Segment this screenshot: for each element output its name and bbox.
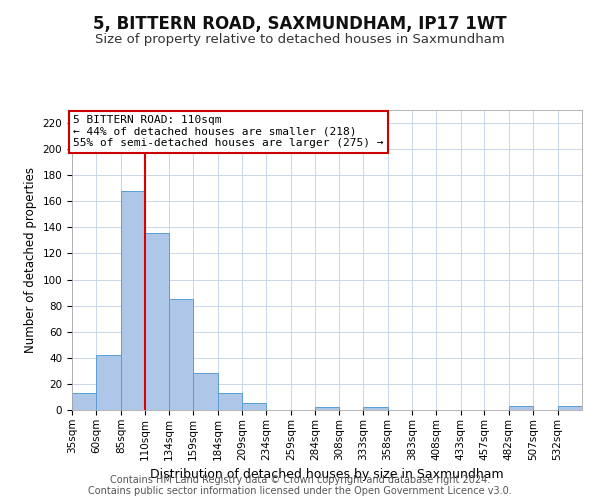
Text: 5, BITTERN ROAD, SAXMUNDHAM, IP17 1WT: 5, BITTERN ROAD, SAXMUNDHAM, IP17 1WT xyxy=(93,15,507,33)
Bar xyxy=(169,299,193,410)
Bar xyxy=(145,232,169,410)
Bar xyxy=(315,408,339,410)
Bar xyxy=(121,191,145,410)
Y-axis label: Number of detached properties: Number of detached properties xyxy=(24,167,37,353)
Bar xyxy=(72,393,97,410)
Bar xyxy=(509,406,533,410)
Text: Contains HM Land Registry data © Crown copyright and database right 2024.: Contains HM Land Registry data © Crown c… xyxy=(110,475,490,485)
X-axis label: Distribution of detached houses by size in Saxmundham: Distribution of detached houses by size … xyxy=(150,468,504,481)
Bar xyxy=(242,404,266,410)
Bar xyxy=(363,408,388,410)
Bar xyxy=(557,406,582,410)
Bar xyxy=(193,374,218,410)
Text: Contains public sector information licensed under the Open Government Licence v3: Contains public sector information licen… xyxy=(88,486,512,496)
Bar xyxy=(97,355,121,410)
Bar xyxy=(218,393,242,410)
Text: Size of property relative to detached houses in Saxmundham: Size of property relative to detached ho… xyxy=(95,32,505,46)
Text: 5 BITTERN ROAD: 110sqm
← 44% of detached houses are smaller (218)
55% of semi-de: 5 BITTERN ROAD: 110sqm ← 44% of detached… xyxy=(73,115,383,148)
